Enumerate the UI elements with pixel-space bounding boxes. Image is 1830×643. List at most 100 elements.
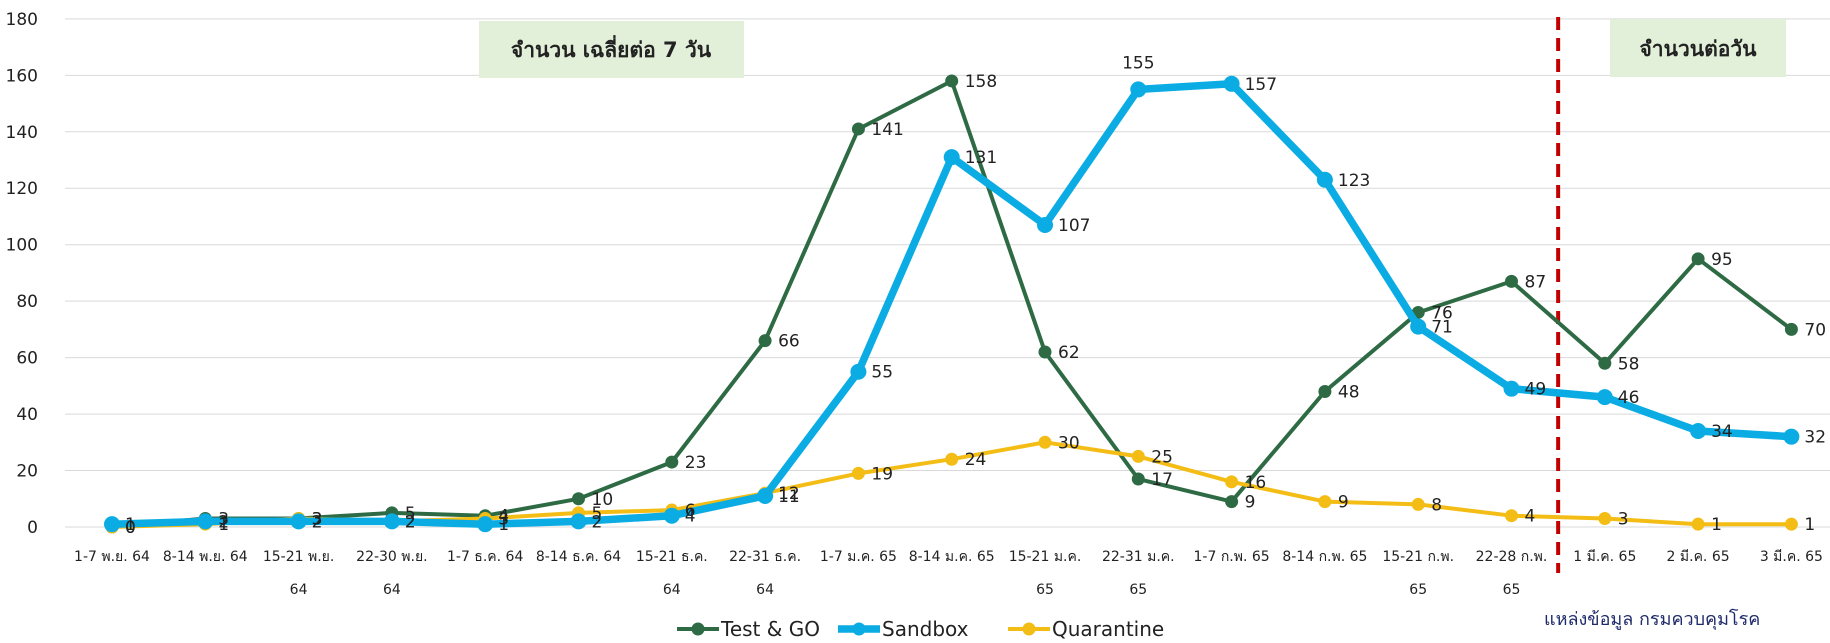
sandbox-label-4: 1 (498, 515, 509, 535)
legend-label-sandbox: Sandbox (882, 617, 969, 639)
test-go-label-10: 62 (1058, 343, 1080, 363)
sandbox-point-0 (104, 516, 120, 533)
sandbox-label-10: 107 (1058, 216, 1090, 236)
quarantine-label-14: 8 (1431, 495, 1442, 515)
sandbox-point-16 (1596, 389, 1613, 406)
quarantine-label-12: 16 (1245, 473, 1267, 493)
quarantine-point-10 (1038, 435, 1052, 449)
test-go-label-1: 3 (218, 510, 229, 530)
x-axis-ticks: 1-7 พ.ย. 64 8-14 พ.ย. 64 15-21 พ.ย. 64 22-30… (74, 549, 1823, 598)
test-go-point-9 (945, 74, 959, 88)
x-tick-label-3-line2: 64 (383, 582, 401, 598)
quarantine-point-9 (945, 452, 959, 466)
x-tick-label-9: 8-14 ม.ค. 65 (909, 549, 995, 565)
sandbox-label-3: 2 (405, 512, 416, 532)
sandbox-label-5: 2 (592, 512, 603, 532)
sandbox-label-9: 131 (965, 148, 997, 168)
daily-annotation-box (1610, 19, 1786, 77)
sandbox-series (104, 75, 1800, 533)
quarantine-point-17 (1691, 517, 1705, 531)
sandbox-point-3 (383, 513, 400, 530)
test-go-label-6: 23 (685, 453, 707, 473)
sandbox-point-12 (1223, 75, 1240, 92)
x-tick-label-6-line2: 64 (663, 582, 681, 598)
quarantine-label-0: 0 (125, 518, 136, 538)
legend-marker-sandbox (852, 622, 866, 636)
test-go-point-18 (1784, 322, 1798, 336)
test-go-point-10 (1038, 345, 1052, 359)
quarantine-label-13: 9 (1338, 493, 1349, 513)
test-go-point-8 (851, 122, 865, 136)
y-tick-label-140: 140 (6, 123, 38, 143)
y-tick-label-160: 160 (6, 66, 38, 86)
test-go-point-6 (665, 455, 679, 469)
x-tick-label-7: 22-31 ธ.ค. (729, 549, 801, 565)
quarantine-label-17: 1 (1711, 515, 1722, 535)
quarantine-point-14 (1411, 497, 1425, 511)
quarantine-label-11: 25 (1151, 447, 1173, 467)
x-tick-label-11-line2: 65 (1129, 582, 1147, 598)
quarantine-label-10: 30 (1058, 433, 1080, 453)
quarantine-point-18 (1784, 517, 1798, 531)
quarantine-label-15: 4 (1525, 507, 1536, 527)
quarantine-label-2: 3 (312, 510, 323, 530)
test-go-label-12: 9 (1245, 493, 1256, 513)
x-tick-label-14: 15-21 ก.พ. (1382, 549, 1454, 565)
sandbox-label-14: 71 (1431, 318, 1453, 338)
x-tick-label-16: 1 มี.ค. 65 (1573, 549, 1636, 565)
legend-marker-quarantine (1022, 622, 1036, 636)
sandbox-label-0: 1 (125, 515, 136, 535)
y-tick-label-80: 80 (16, 292, 38, 312)
x-tick-label-12: 1-7 ก.พ. 65 (1194, 549, 1270, 565)
x-tick-label-2: 15-21 พ.ย. (263, 549, 334, 565)
sandbox-label-1: 2 (218, 512, 229, 532)
sandbox-point-14 (1410, 318, 1427, 335)
quarantine-label-16: 3 (1618, 510, 1629, 530)
y-tick-label-20: 20 (16, 462, 38, 482)
sandbox-label-11: 155 (1122, 53, 1154, 73)
x-tick-label-11: 22-31 ม.ค. (1102, 549, 1175, 565)
quarantine-label-7: 12 (778, 484, 800, 504)
sandbox-label-15: 49 (1525, 380, 1547, 400)
sandbox-point-18 (1783, 428, 1800, 445)
test-go-label-17: 95 (1711, 250, 1733, 270)
test-go-label-0: 0 (125, 518, 136, 538)
test-go-label-5: 10 (592, 490, 614, 510)
x-tick-label-4: 1-7 ธ.ค. 64 (447, 549, 523, 565)
sandbox-point-13 (1316, 171, 1333, 188)
test-go-point-5 (572, 492, 585, 506)
test-go-label-14: 76 (1431, 303, 1453, 323)
quarantine-label-18: 1 (1804, 515, 1815, 535)
x-tick-label-5: 8-14 ธ.ค. 64 (536, 549, 621, 565)
sandbox-point-4 (477, 516, 494, 533)
test-go-label-15: 87 (1525, 272, 1547, 292)
quarantine-label-5: 5 (592, 504, 603, 524)
quarantine-label-3: 2 (405, 512, 416, 532)
y-axis-ticks: 0 20 40 60 80 100 120 140 160 180 (6, 10, 38, 538)
sandbox-label-17: 34 (1711, 422, 1733, 442)
x-tick-label-13: 8-14 ก.พ. 65 (1282, 549, 1367, 565)
x-tick-label-7-line2: 64 (756, 582, 774, 598)
test-go-point-13 (1318, 384, 1332, 398)
y-tick-label-180: 180 (6, 10, 38, 30)
quarantine-label-6: 6 (685, 501, 696, 521)
test-go-label-8: 141 (871, 120, 903, 140)
x-tick-label-8: 1-7 ม.ค. 65 (820, 549, 897, 565)
x-tick-label-18: 3 มี.ค. 65 (1760, 549, 1823, 565)
x-tick-label-10: 15-21 ม.ค. (1009, 549, 1082, 565)
daily-annotation-label: จำนวนต่อวัน (1640, 37, 1758, 61)
weekly-annotation-box (479, 21, 744, 78)
quarantine-point-15 (1505, 509, 1518, 523)
test-go-label-11: 17 (1151, 470, 1173, 490)
test-go-point-16 (1598, 356, 1612, 370)
y-tick-label-40: 40 (16, 405, 38, 425)
sandbox-point-6 (663, 507, 680, 524)
test-go-label-2: 3 (312, 510, 323, 530)
y-tick-label-100: 100 (6, 236, 38, 256)
sandbox-point-2 (290, 513, 307, 530)
quarantine-label-1: 1 (218, 515, 229, 535)
sandbox-label-8: 55 (871, 363, 893, 383)
